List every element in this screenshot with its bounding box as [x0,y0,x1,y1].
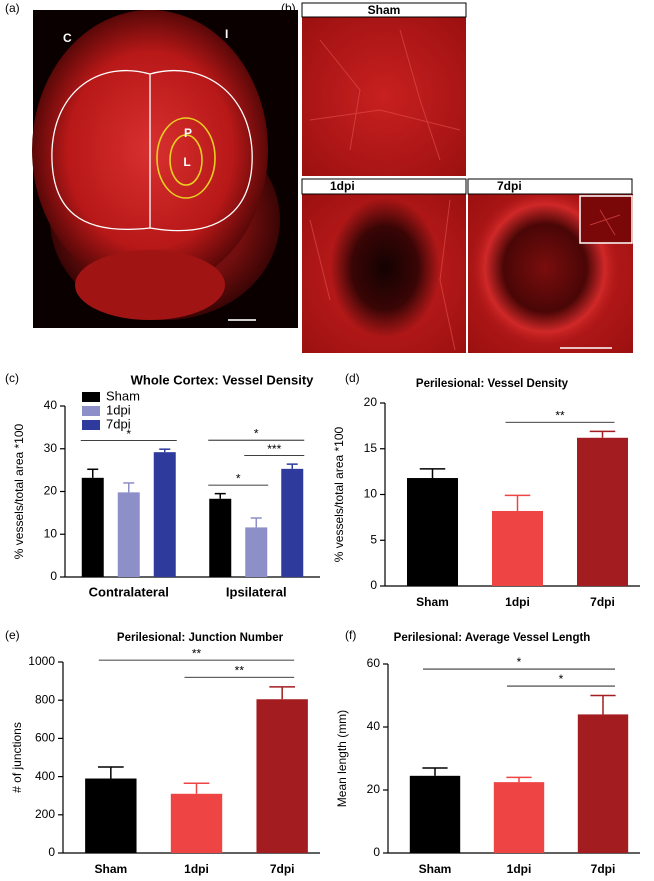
x-tick-label: 7dpi [270,862,295,876]
bar [492,510,543,586]
y-tick-label: 0 [373,845,380,859]
y-axis-label: % vessels/total area *100 [332,426,346,562]
panel-label: (c) [5,371,19,385]
y-tick-label: 40 [367,719,381,733]
bar [256,699,308,853]
y-axis-label: % vessels/total area *100 [12,423,26,559]
y-tick-label: 60 [367,656,381,670]
y-tick-label: 20 [367,782,381,796]
significance-label: * [254,426,259,440]
chart-title: Perilesional: Vessel Density [416,378,569,390]
y-tick-label: 30 [44,441,58,455]
bar [493,782,545,853]
bar [85,778,137,853]
legend-label: 1dpi [106,402,131,417]
chart-title: Perilesional: Junction Number [117,632,284,644]
image-label: Sham [368,3,401,17]
brain-label: I [225,27,228,41]
x-tick-label: 1dpi [507,862,532,876]
y-tick-label: 10 [364,487,378,501]
x-tick-label: 7dpi [590,595,615,609]
brain-label: P [184,126,192,140]
significance-label: *** [267,442,281,456]
brain-label: C [63,31,72,45]
y-tick-label: 1000 [28,654,55,668]
legend-swatch [82,406,100,416]
bar [577,714,629,853]
bar [81,477,104,577]
chart-title: Perilesional: Average Vessel Length [394,632,591,644]
x-tick-label: Sham [416,595,449,609]
panel-label: (f) [345,628,356,642]
x-tick-label: Contralateral [89,584,169,599]
significance-label: * [559,672,564,686]
legend-swatch [82,392,100,402]
panel-label: (a) [5,1,20,15]
bar [409,775,461,853]
x-tick-label: Sham [419,862,452,876]
y-tick-label: 5 [370,532,377,546]
panel-label: (d) [345,371,360,385]
bar [209,498,232,577]
bar [577,437,628,586]
y-tick-label: 20 [364,395,378,409]
significance-label: ** [235,663,245,677]
y-tick-label: 400 [35,769,55,783]
bar [407,478,458,586]
bar [117,492,140,577]
y-axis-label: Mean length (mm) [335,710,349,807]
bar [245,527,268,577]
y-tick-label: 800 [35,692,55,706]
x-tick-label: 7dpi [591,862,616,876]
y-tick-label: 600 [35,731,55,745]
image-label: 7dpi [497,179,522,193]
vessel-images: Sham 1dpi 7dpi [301,2,633,353]
y-tick-label: 10 [44,526,58,540]
y-tick-label: 0 [48,845,55,859]
bar [170,793,223,853]
y-tick-label: 20 [44,484,58,498]
significance-label: * [126,427,131,441]
legend-label: 7dpi [106,416,131,431]
legend-swatch [82,420,100,430]
y-tick-label: 40 [44,398,58,412]
legend-label: Sham [106,388,140,403]
y-axis-label: # of junctions [10,722,24,793]
significance-label: ** [555,408,565,422]
brain-label: L [183,155,190,169]
y-tick-label: 0 [370,578,377,592]
significance-label: ** [192,646,202,660]
x-tick-label: 1dpi [505,595,530,609]
x-tick-label: 1dpi [184,862,209,876]
x-tick-label: Sham [94,862,127,876]
image-label: 1dpi [330,179,355,193]
chart-title: Whole Cortex: Vessel Density [131,372,315,387]
bar [281,468,304,577]
y-tick-label: 15 [364,441,378,455]
brain-image: C I P L [32,10,298,328]
bar [153,452,176,577]
y-tick-label: 0 [50,569,57,583]
panel-label: (e) [5,628,20,642]
significance-label: * [517,655,522,669]
x-tick-label: Ipsilateral [226,584,287,599]
y-tick-label: 200 [35,807,55,821]
significance-label: * [236,471,241,485]
